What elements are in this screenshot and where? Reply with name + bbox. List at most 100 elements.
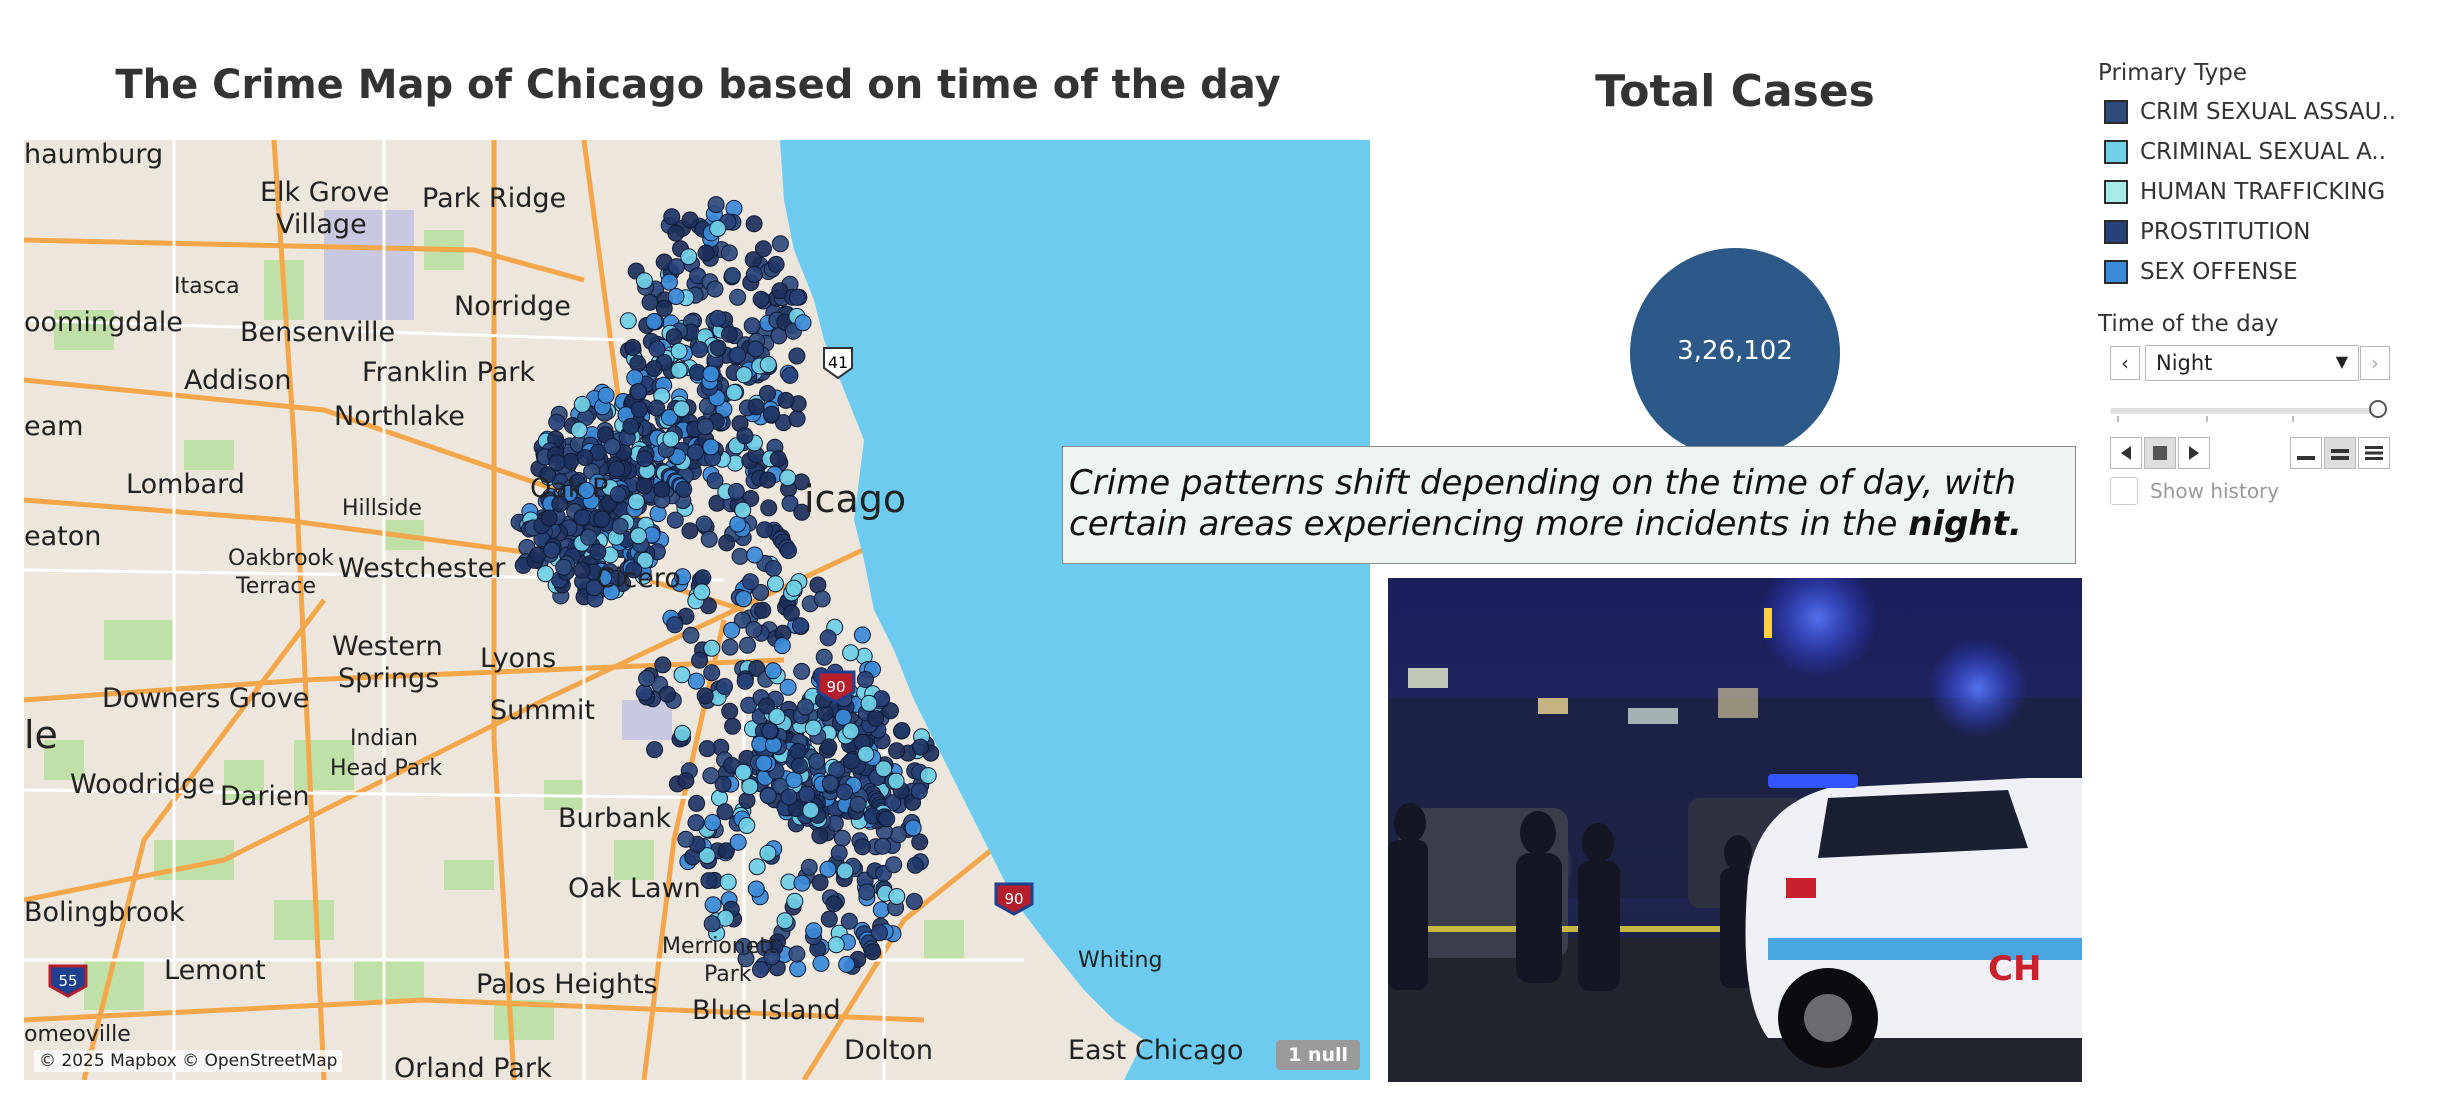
crime-point[interactable] [853, 626, 871, 644]
crime-point[interactable] [793, 662, 811, 680]
crime-point[interactable] [630, 383, 647, 401]
crime-point[interactable] [700, 872, 718, 890]
crime-point[interactable] [759, 384, 776, 402]
crime-point[interactable] [878, 810, 896, 828]
crime-point[interactable] [709, 220, 727, 237]
null-indicator-badge[interactable]: 1 null [1276, 1040, 1360, 1070]
crime-point[interactable] [780, 542, 797, 560]
crime-point[interactable] [748, 659, 766, 677]
crime-point[interactable] [741, 573, 759, 591]
crime-map[interactable]: 41 90 90 55 haumburg Elk Grove Village P… [24, 140, 1370, 1080]
crime-point[interactable] [548, 454, 566, 472]
crime-point[interactable] [721, 638, 739, 656]
crime-point[interactable] [767, 255, 785, 273]
crime-point[interactable] [702, 365, 720, 383]
stop-button[interactable] [2144, 437, 2176, 469]
crime-point[interactable] [665, 328, 683, 346]
crime-point[interactable] [842, 722, 860, 740]
crime-point[interactable] [666, 616, 684, 634]
legend-item-sex-offense[interactable]: SEX OFFENSE [2104, 257, 2298, 287]
crime-point[interactable] [906, 856, 924, 874]
crime-point[interactable] [746, 546, 764, 564]
crime-point[interactable] [663, 208, 681, 226]
crime-point[interactable] [763, 948, 781, 966]
crime-point[interactable] [754, 240, 772, 258]
crime-point[interactable] [782, 604, 800, 622]
crime-point[interactable] [759, 844, 777, 862]
crime-point[interactable] [764, 560, 782, 577]
crime-point[interactable] [785, 771, 803, 789]
crime-point[interactable] [856, 671, 874, 688]
crime-point[interactable] [661, 409, 678, 426]
legend-item-crim-sexual-assault[interactable]: CRIM SEXUAL ASSAU.. [2104, 97, 2396, 127]
crime-point[interactable] [673, 724, 691, 742]
total-cases-circle[interactable]: 3,26,102 [1630, 248, 1840, 458]
crime-point[interactable] [648, 399, 666, 417]
crime-point[interactable] [660, 273, 678, 291]
crime-point[interactable] [754, 601, 772, 619]
crime-point[interactable] [703, 915, 721, 933]
crime-point[interactable] [815, 648, 833, 666]
crime-point[interactable] [540, 509, 558, 527]
crime-point[interactable] [706, 472, 724, 490]
crime-point[interactable] [576, 449, 594, 467]
crime-point[interactable] [624, 339, 642, 356]
crime-point[interactable] [759, 471, 777, 489]
crime-point[interactable] [887, 772, 905, 790]
crime-point[interactable] [790, 757, 808, 775]
crime-point[interactable] [888, 888, 906, 905]
crime-point[interactable] [670, 342, 688, 360]
crime-point[interactable] [573, 561, 591, 579]
crime-point[interactable] [791, 617, 809, 635]
crime-point[interactable] [668, 258, 686, 276]
crime-point[interactable] [825, 895, 843, 913]
crime-point[interactable] [788, 945, 806, 963]
crime-point[interactable] [666, 511, 684, 529]
crime-point[interactable] [539, 466, 557, 484]
crime-point[interactable] [781, 494, 799, 512]
crime-point[interactable] [543, 541, 561, 559]
crime-point[interactable] [785, 579, 803, 597]
crime-point[interactable] [693, 583, 711, 601]
crime-point[interactable] [653, 480, 671, 498]
crime-point[interactable] [769, 450, 787, 468]
crime-point[interactable] [748, 858, 766, 876]
crime-point[interactable] [911, 833, 929, 851]
crime-point[interactable] [779, 678, 797, 696]
crime-point[interactable] [695, 515, 713, 533]
crime-point[interactable] [889, 826, 907, 844]
crime-point[interactable] [636, 450, 654, 468]
crime-point[interactable] [721, 325, 738, 343]
crime-point[interactable] [622, 417, 640, 435]
crime-point[interactable] [648, 340, 666, 358]
crime-point[interactable] [773, 637, 791, 655]
crime-point[interactable] [747, 340, 765, 358]
crime-point[interactable] [849, 795, 867, 813]
crime-point[interactable] [602, 583, 620, 601]
crime-point[interactable] [723, 621, 741, 639]
crime-point[interactable] [874, 837, 892, 855]
crime-point[interactable] [735, 590, 753, 608]
crime-point[interactable] [759, 356, 777, 373]
crime-point[interactable] [729, 346, 747, 364]
crime-point[interactable] [885, 856, 903, 874]
crime-point[interactable] [619, 312, 637, 330]
crime-point[interactable] [673, 400, 691, 418]
crime-point[interactable] [655, 299, 673, 317]
crime-point[interactable] [747, 880, 765, 898]
crime-point[interactable] [718, 534, 736, 552]
time-slider-track[interactable] [2110, 408, 2380, 414]
crime-point[interactable] [611, 517, 629, 535]
crime-point[interactable] [709, 309, 727, 327]
crime-point[interactable] [687, 672, 705, 690]
crime-point[interactable] [842, 644, 860, 662]
crime-point[interactable] [821, 774, 839, 792]
crime-point[interactable] [704, 896, 722, 914]
crime-point[interactable] [688, 794, 706, 812]
crime-point[interactable] [675, 480, 693, 498]
crime-point[interactable] [745, 621, 763, 639]
crime-point[interactable] [827, 936, 845, 954]
crime-point[interactable] [776, 912, 794, 930]
crime-point[interactable] [811, 827, 829, 845]
crime-point[interactable] [687, 814, 705, 832]
